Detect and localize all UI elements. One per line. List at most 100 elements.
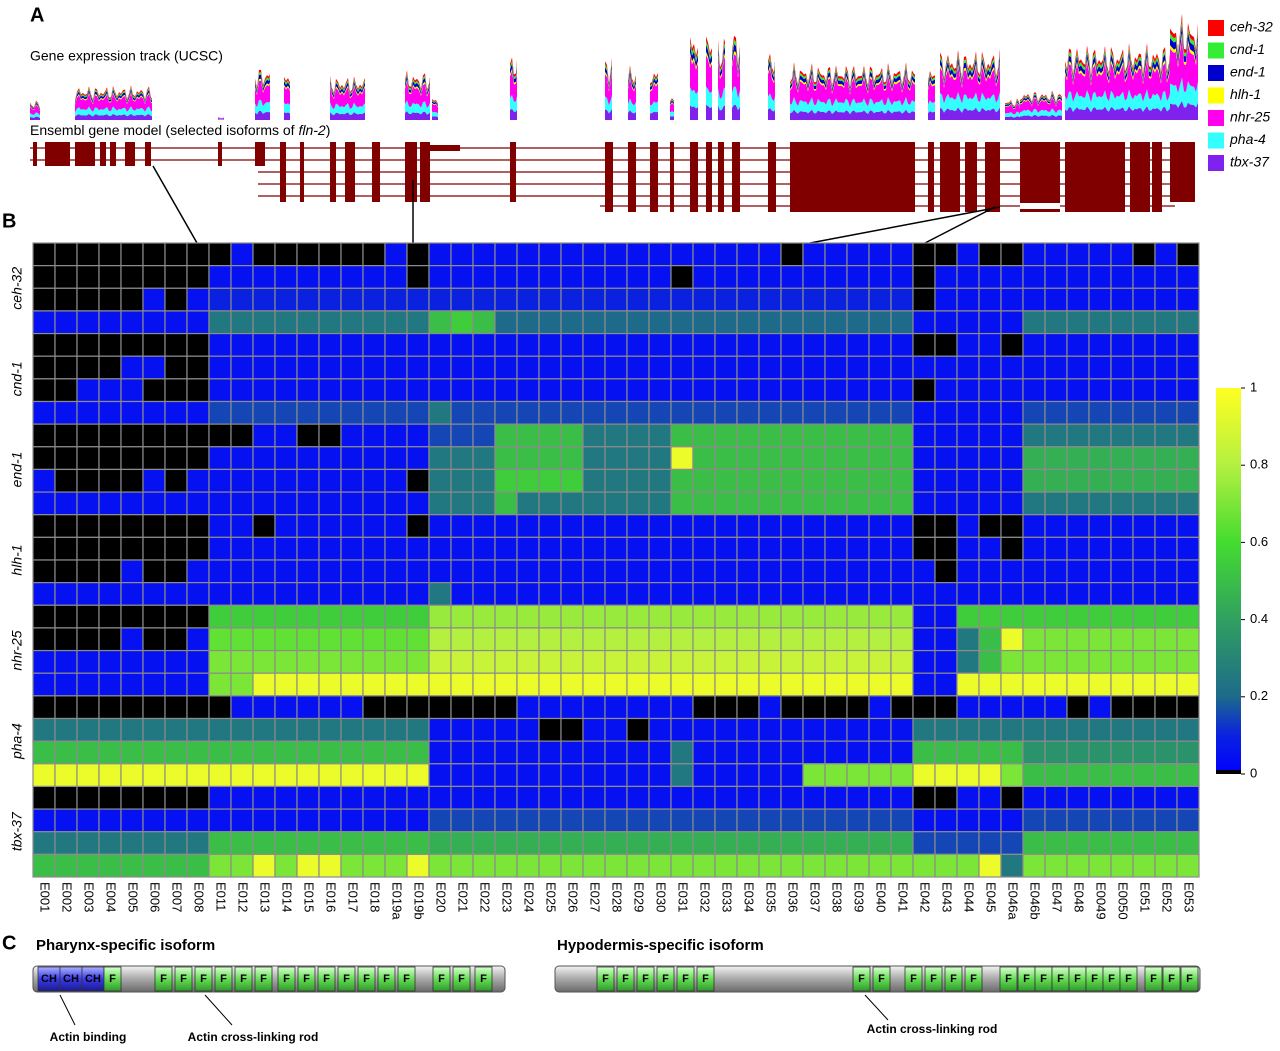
heatmap-cell (626, 853, 650, 878)
heatmap-cell (362, 536, 386, 561)
exon (280, 166, 286, 178)
legend-swatch (1208, 155, 1224, 171)
heatmap-cell (824, 446, 848, 471)
expression-area (768, 56, 775, 78)
heatmap-cell (604, 423, 628, 448)
column-label: E039 (852, 882, 867, 912)
heatmap-cell (780, 446, 804, 471)
heatmap-cell (164, 536, 188, 561)
heatmap-cell (890, 265, 914, 289)
heatmap-cell (98, 400, 122, 425)
heatmap-cell (1132, 808, 1156, 833)
heatmap-cell (1066, 446, 1090, 471)
heatmap-cell (670, 785, 694, 810)
heatmap-cell (164, 491, 188, 516)
heatmap-cell (1022, 853, 1046, 878)
heatmap-cell (824, 514, 848, 538)
heatmap-cell (230, 514, 254, 538)
heatmap-cell (186, 763, 210, 788)
heatmap-cell (912, 287, 936, 312)
exon (628, 142, 636, 154)
annotation-line (59, 994, 76, 1026)
exon (628, 190, 636, 202)
heatmap-cell (340, 582, 364, 606)
heatmap-cell (252, 514, 276, 538)
heatmap-cell (76, 853, 100, 878)
heatmap-cell (274, 582, 298, 606)
heatmap-cell (252, 672, 276, 697)
heatmap-cell (362, 853, 386, 878)
heatmap-cell (384, 514, 408, 538)
exon (928, 154, 934, 166)
heatmap-cell (32, 740, 56, 765)
heatmap-cell (318, 310, 342, 335)
exon (280, 154, 286, 166)
domain-label: F (283, 973, 290, 985)
exon (985, 178, 1000, 190)
heatmap-cell (274, 310, 298, 335)
heatmap-cell (230, 310, 254, 335)
column-label: E019a (390, 882, 405, 920)
heatmap-cell (186, 582, 210, 606)
heatmap-cell (604, 400, 628, 425)
heatmap-cell (1088, 242, 1112, 267)
column-label: E006 (148, 882, 163, 912)
heatmap-cell (1022, 446, 1046, 471)
exon (45, 142, 70, 154)
heatmap-cell (890, 604, 914, 629)
exon (100, 154, 106, 166)
heatmap-cell (1000, 423, 1024, 448)
heatmap-cell (626, 400, 650, 425)
heatmap-cell (516, 627, 540, 652)
heatmap-cell (274, 853, 298, 878)
heatmap-cell (472, 604, 496, 629)
exon (1170, 142, 1195, 154)
heatmap-cell (934, 559, 958, 584)
exon (420, 166, 430, 178)
heatmap-cell (934, 287, 958, 312)
heatmap-cell (626, 785, 650, 810)
heatmap-cell (1110, 808, 1134, 833)
heatmap-cell (230, 536, 254, 561)
heatmap-cell (340, 740, 364, 765)
heatmap-cell (1088, 582, 1112, 606)
heatmap-cell (450, 831, 474, 855)
heatmap-cell (318, 627, 342, 652)
exon (1065, 178, 1125, 190)
heatmap-cell (186, 536, 210, 561)
expression-area (405, 111, 430, 120)
heatmap-cell (956, 378, 980, 403)
heatmap-cell (692, 514, 716, 538)
heatmap-cell (76, 627, 100, 652)
exon (965, 178, 977, 190)
domain-label: F (323, 973, 330, 985)
heatmap-cell (670, 514, 694, 538)
heatmap-cell (516, 831, 540, 855)
heatmap-cell (560, 446, 584, 471)
heatmap-cell (868, 332, 892, 357)
heatmap-cell (626, 808, 650, 833)
heatmap-cell (1022, 400, 1046, 425)
heatmap-cell (560, 672, 584, 697)
heatmap-cell (582, 355, 606, 380)
exon (430, 145, 460, 151)
heatmap-cell (1022, 378, 1046, 403)
heatmap-cell (164, 310, 188, 335)
heatmap-cell (890, 287, 914, 312)
heatmap-cell (186, 423, 210, 448)
heatmap-cell (868, 763, 892, 788)
heatmap-cell (1044, 310, 1068, 335)
heatmap-cell (472, 423, 496, 448)
colorbar-missing (1216, 770, 1241, 774)
heatmap-cell (692, 695, 716, 720)
exon (965, 142, 977, 154)
heatmap-cell (1132, 491, 1156, 516)
domain (1162, 966, 1181, 992)
heatmap-cell (736, 446, 760, 471)
connector (809, 206, 1001, 244)
expression-area (405, 73, 430, 93)
heatmap-cell (32, 785, 56, 810)
heatmap-cell (604, 740, 628, 765)
heatmap-cell (252, 378, 276, 403)
heatmap-cell (362, 332, 386, 357)
